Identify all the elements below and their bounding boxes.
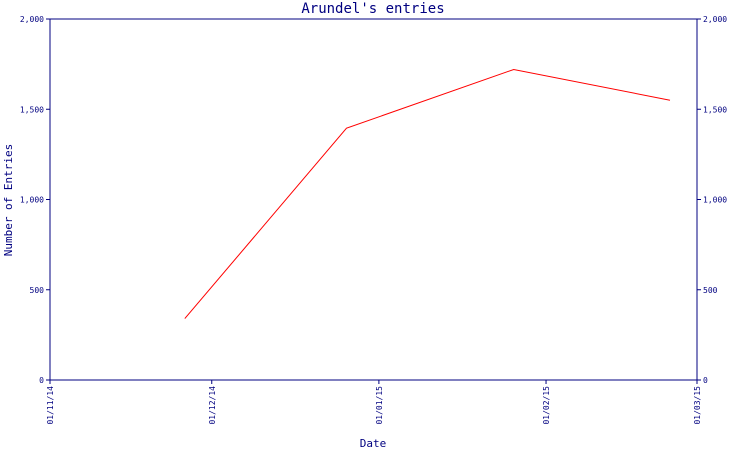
plot-frame (49, 18, 698, 381)
y-tick-label-right: 0 (703, 376, 708, 385)
y-tick-label-right: 500 (703, 286, 718, 295)
y-tick-label-right: 2,000 (703, 15, 727, 24)
y-ticks-left: 0 500 1,000 1,500 2,000 (20, 15, 50, 385)
y-axis-label: Number of Entries (2, 144, 15, 257)
y-tick-label-left: 1,500 (20, 105, 44, 114)
x-axis-label: Date (360, 437, 387, 450)
y-tick-label-left: 500 (30, 286, 45, 295)
y-tick-label-left: 1,000 (20, 196, 44, 205)
x-ticks: 01/11/14 01/12/14 01/01/15 01/02/15 01/03/15 (46, 380, 702, 425)
x-tick-label: 01/02/15 (542, 386, 551, 425)
x-tick-label: 01/12/14 (208, 386, 217, 425)
y-tick-label-right: 1,500 (703, 105, 727, 114)
y-tick-label-left: 0 (39, 376, 44, 385)
y-ticks-right: 0 500 1,000 1,500 2,000 (697, 15, 727, 385)
series-layer (184, 68, 671, 319)
y-tick-label-left: 2,000 (20, 15, 44, 24)
x-tick-label: 01/01/15 (375, 386, 384, 425)
x-tick-label: 01/03/15 (693, 386, 702, 425)
chart-title: Arundel's entries (301, 1, 444, 17)
series-line (184, 68, 671, 319)
y-tick-label-right: 1,000 (703, 196, 727, 205)
x-tick-label: 01/11/14 (46, 386, 55, 425)
